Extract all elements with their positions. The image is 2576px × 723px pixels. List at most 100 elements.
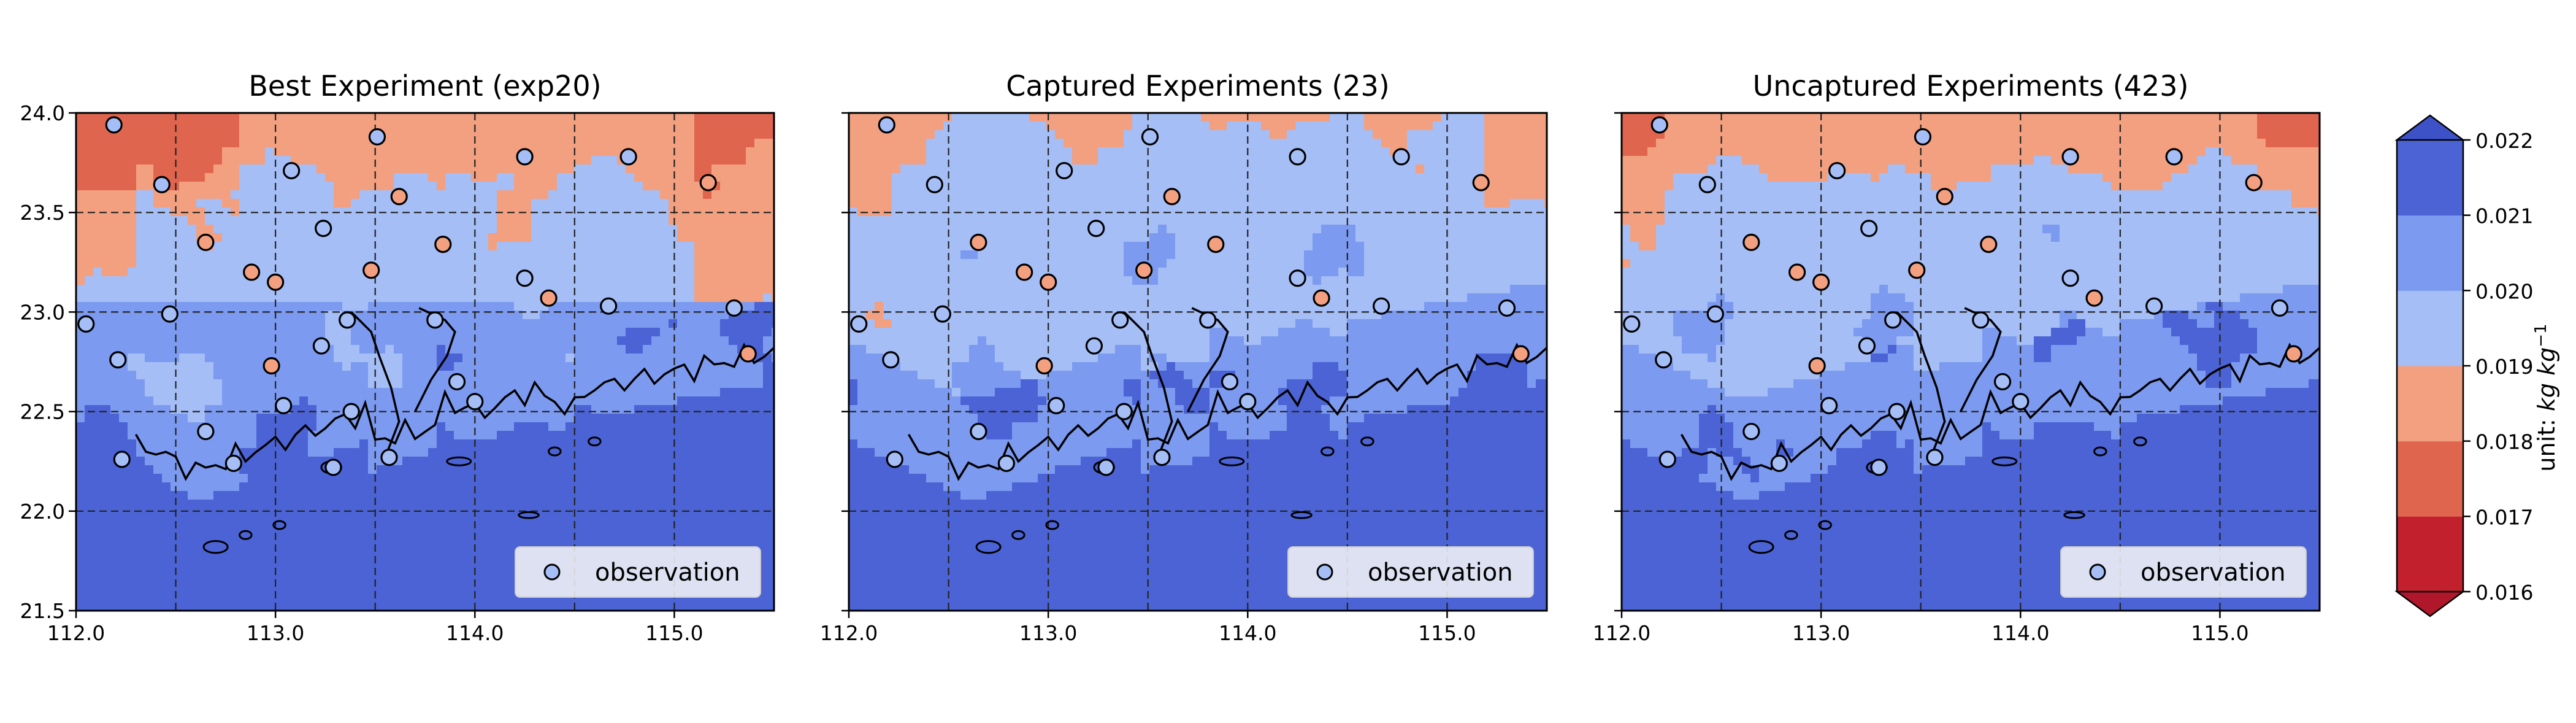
field-cell xyxy=(462,362,472,371)
field-cell xyxy=(145,311,154,320)
field-cell xyxy=(325,285,334,294)
field-cell xyxy=(394,396,403,406)
field-cell xyxy=(325,525,334,535)
field-cell xyxy=(686,482,695,492)
field-cell xyxy=(119,336,128,346)
observation-point xyxy=(540,289,558,307)
field-cell xyxy=(291,388,300,397)
field-cell xyxy=(600,164,609,174)
field-cell xyxy=(523,199,532,208)
field-cell xyxy=(162,242,171,251)
field-cell xyxy=(265,422,274,431)
field-cell xyxy=(643,268,652,277)
field-cell xyxy=(488,414,497,423)
field-cell xyxy=(394,302,403,311)
field-cell xyxy=(471,199,480,208)
field-cell xyxy=(188,491,197,500)
field-cell xyxy=(325,603,334,611)
field-cell xyxy=(420,543,429,552)
field-cell xyxy=(110,568,120,578)
field-cell xyxy=(772,259,774,268)
field-cell xyxy=(754,233,764,242)
field-cell xyxy=(626,242,635,251)
field-cell xyxy=(394,525,403,535)
field-cell xyxy=(128,586,137,595)
island xyxy=(202,539,229,554)
field-cell xyxy=(703,457,712,466)
field-cell xyxy=(703,362,712,371)
field-cell xyxy=(634,448,643,457)
field-cell xyxy=(231,302,240,311)
field-cell xyxy=(110,474,120,483)
field-cell xyxy=(248,147,257,157)
field-cell xyxy=(565,508,575,517)
humidity-field xyxy=(849,113,1547,611)
field-cell xyxy=(462,371,472,380)
field-cell xyxy=(763,147,772,157)
field-cell xyxy=(703,345,712,354)
field-cell xyxy=(763,482,772,492)
field-cell xyxy=(402,268,412,277)
field-cell xyxy=(978,113,987,122)
field-cell xyxy=(385,216,394,225)
field-cell xyxy=(703,259,712,268)
field-cell xyxy=(110,182,120,191)
field-cell xyxy=(205,285,214,294)
field-cell xyxy=(420,491,429,500)
field-cell xyxy=(772,362,774,371)
field-cell xyxy=(213,122,223,131)
field-cell xyxy=(711,276,721,285)
field-cell xyxy=(445,190,454,199)
field-cell xyxy=(445,122,454,131)
field-cell xyxy=(591,396,600,406)
field-cell xyxy=(231,525,240,535)
field-cell xyxy=(411,293,420,303)
field-cell xyxy=(531,465,540,474)
field-cell xyxy=(93,173,102,182)
field-cell xyxy=(729,534,738,543)
field-cell xyxy=(359,293,369,303)
field-cell xyxy=(445,422,454,431)
field-cell xyxy=(102,448,111,457)
field-cell xyxy=(136,113,145,122)
field-cell xyxy=(454,164,463,174)
field-cell xyxy=(325,259,334,268)
field-cell xyxy=(316,156,326,165)
field-cell xyxy=(102,190,111,199)
field-cell xyxy=(162,156,171,165)
field-cell xyxy=(428,482,437,492)
y-tick-label: 22.5 xyxy=(20,400,65,424)
field-cell xyxy=(128,534,137,543)
field-cell xyxy=(471,130,480,139)
field-cell xyxy=(909,122,918,131)
field-cell xyxy=(325,586,334,595)
field-cell xyxy=(1012,113,1021,122)
field-cell xyxy=(617,207,626,217)
field-cell xyxy=(626,268,635,277)
field-cell xyxy=(583,328,592,337)
field-cell xyxy=(480,517,489,526)
field-cell xyxy=(694,164,703,174)
field-cell xyxy=(308,568,317,578)
field-cell xyxy=(651,328,661,337)
observation-point xyxy=(600,297,618,315)
field-cell xyxy=(411,302,420,311)
field-cell xyxy=(608,448,618,457)
field-cell xyxy=(600,113,609,122)
field-cell xyxy=(128,164,137,174)
field-cell xyxy=(308,233,317,242)
field-cell xyxy=(308,379,317,389)
field-cell xyxy=(351,225,360,234)
field-cell xyxy=(660,156,669,165)
field-cell xyxy=(651,207,661,217)
field-cell xyxy=(1209,113,1219,122)
field-cell xyxy=(505,302,515,311)
field-cell xyxy=(171,439,180,449)
field-cell xyxy=(153,551,163,560)
field-cell xyxy=(119,164,128,174)
field-cell xyxy=(171,586,180,595)
field-cell xyxy=(342,491,351,500)
field-cell xyxy=(248,577,257,586)
field-cell xyxy=(754,328,764,337)
field-cell xyxy=(711,517,721,526)
